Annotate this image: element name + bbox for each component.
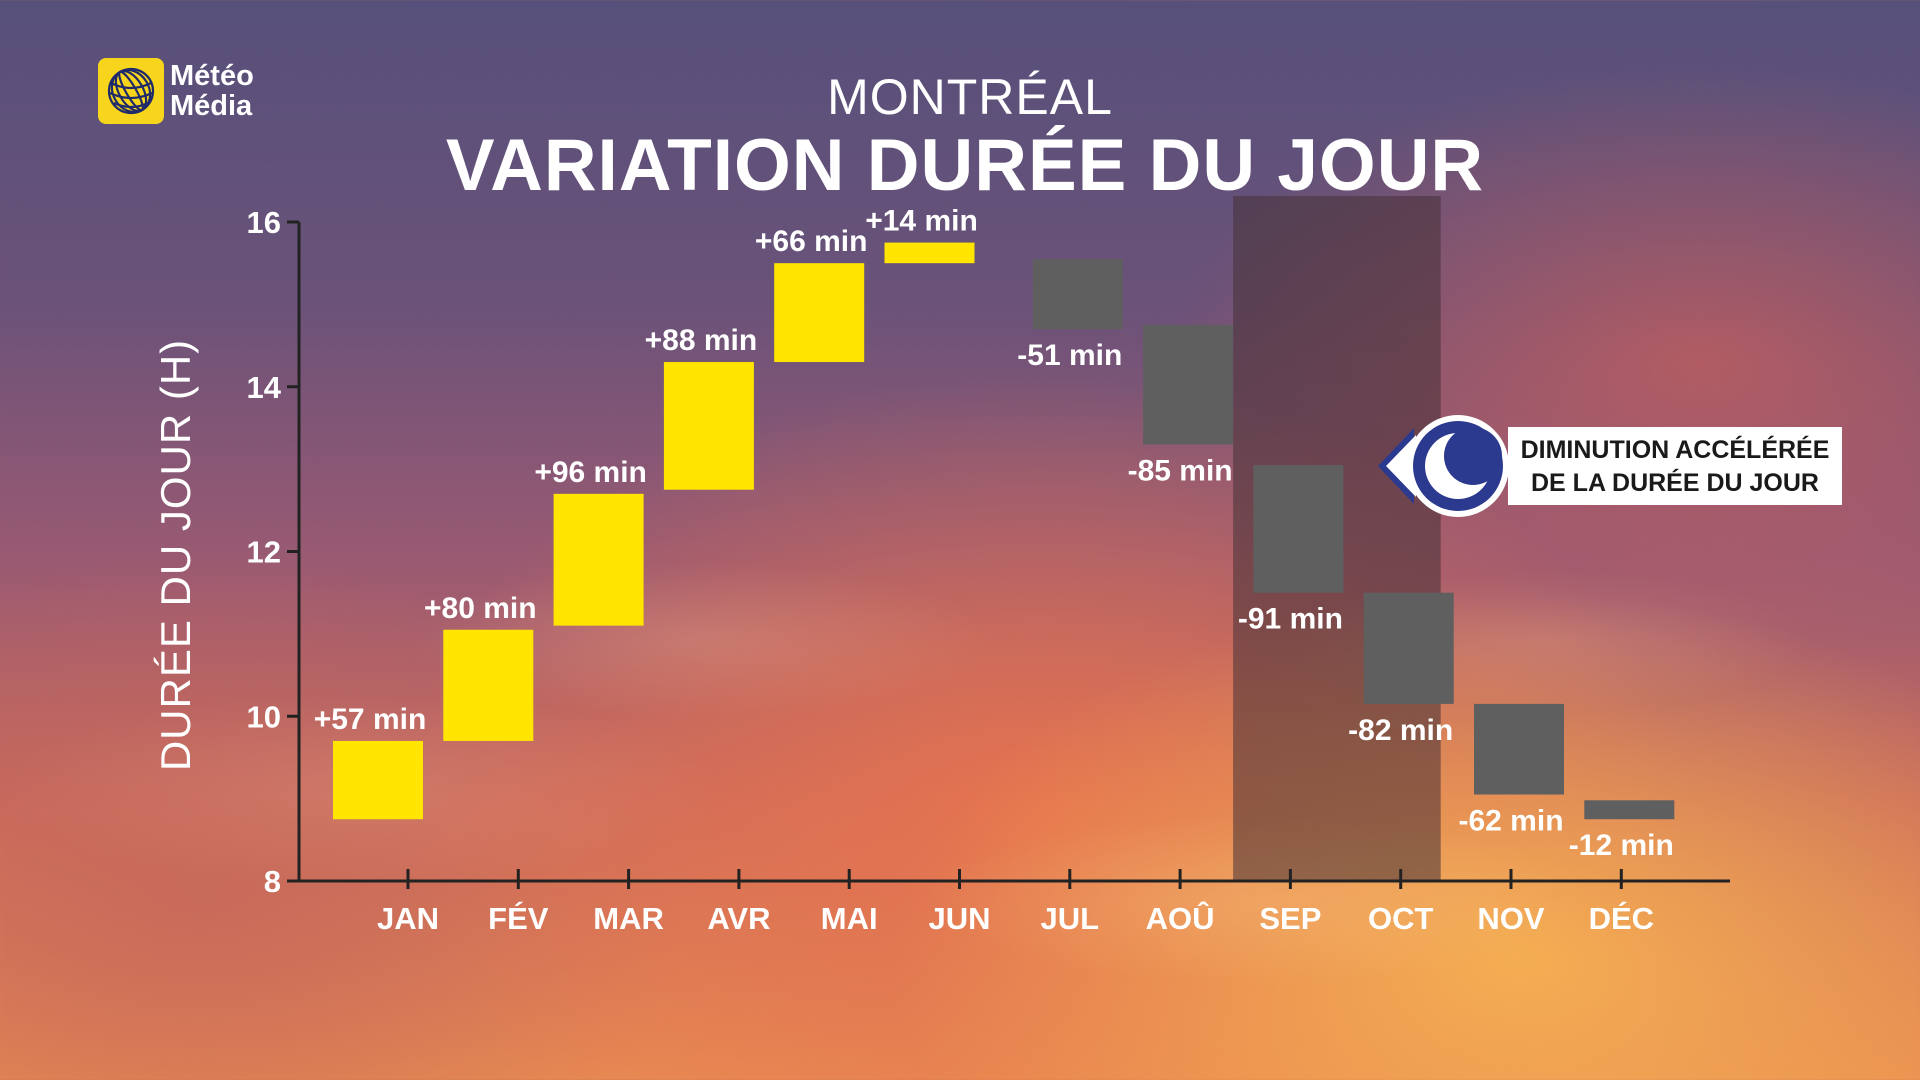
bar-label: -82 min (1348, 714, 1453, 747)
y-tick-label: 12 (247, 535, 281, 570)
bar-mai (774, 263, 865, 363)
bar-label: -51 min (1017, 339, 1122, 372)
bar-fév (443, 629, 534, 741)
bar-label: +14 min (865, 205, 978, 238)
crescent-moon-icon (1378, 415, 1509, 517)
brand-line-1: Météo (170, 60, 254, 92)
bar-avr (663, 362, 754, 490)
bar-déc (1584, 800, 1675, 820)
x-tick-label: AVR (707, 901, 770, 936)
bar-label: -85 min (1128, 454, 1233, 487)
bar-label: +57 min (314, 703, 427, 736)
chart-subtitle: MONTRÉAL (827, 69, 1113, 125)
x-tick-label: MAI (821, 901, 878, 936)
callout-line-2: DE LA DURÉE DU JOUR (1531, 469, 1819, 497)
bar-label: +80 min (424, 592, 537, 625)
bar-mar (553, 493, 644, 626)
brand-wordmark: Météo Média (170, 61, 254, 121)
y-tick-label: 8 (264, 864, 281, 899)
bar-label: +66 min (755, 225, 868, 258)
y-tick-label: 10 (247, 699, 281, 734)
bar-label: -12 min (1569, 829, 1674, 862)
bar-aoû (1143, 324, 1234, 445)
bar-label: +96 min (534, 456, 647, 489)
y-tick-label: 16 (247, 205, 281, 240)
globe-icon (98, 58, 164, 124)
label-layer: +57 min +80 min +96 min +88 min +66 min+14 m… (314, 205, 1674, 863)
callout-text: DIMINUTION ACCÉLÉRÉE DE LA DURÉE DU JOUR (1510, 434, 1840, 500)
y-tick-label: 14 (247, 370, 282, 405)
callout-box (1508, 427, 1842, 505)
chart-title: VARIATION DURÉE DU JOUR (445, 125, 1485, 206)
bar-label: -62 min (1458, 805, 1563, 838)
bar-nov (1474, 703, 1564, 795)
x-tick-label: OCT (1368, 901, 1434, 936)
bar-label: +88 min (645, 324, 758, 357)
callout-line-1: DIMINUTION ACCÉLÉRÉE (1520, 436, 1830, 464)
brand-logo: Météo Média (98, 58, 254, 124)
x-tick-label: SEP (1259, 901, 1321, 936)
x-tick-label: JUN (928, 901, 990, 936)
bar-sep (1253, 465, 1344, 593)
x-tick-label: AOÛ (1146, 900, 1215, 936)
bar-oct (1363, 592, 1454, 704)
bar-label: -91 min (1238, 603, 1343, 636)
x-tick-label: MAR (593, 901, 664, 936)
y-axis-title: DURÉE DU JOUR (H) (152, 339, 199, 771)
x-tick-label: FÉV (488, 901, 549, 936)
bar-jun (884, 242, 975, 264)
x-tick-label: JUL (1041, 901, 1100, 936)
x-tick-label: NOV (1477, 901, 1545, 936)
brand-line-2: Média (170, 90, 253, 122)
x-tick-label: JAN (377, 901, 439, 936)
callout-note: DIMINUTION ACCÉLÉRÉE DE LA DURÉE DU JOUR (1378, 412, 1844, 520)
axis-layer: 8 10 12 14 16 JAN FÉV MAR AVR MAI JUN JUL AOÛ SEP OCT N… (247, 205, 1730, 936)
bar-layer (333, 242, 1675, 820)
x-tick-label: DÉC (1589, 901, 1654, 936)
bar-jul (1032, 259, 1123, 330)
bar-jan (333, 740, 423, 820)
